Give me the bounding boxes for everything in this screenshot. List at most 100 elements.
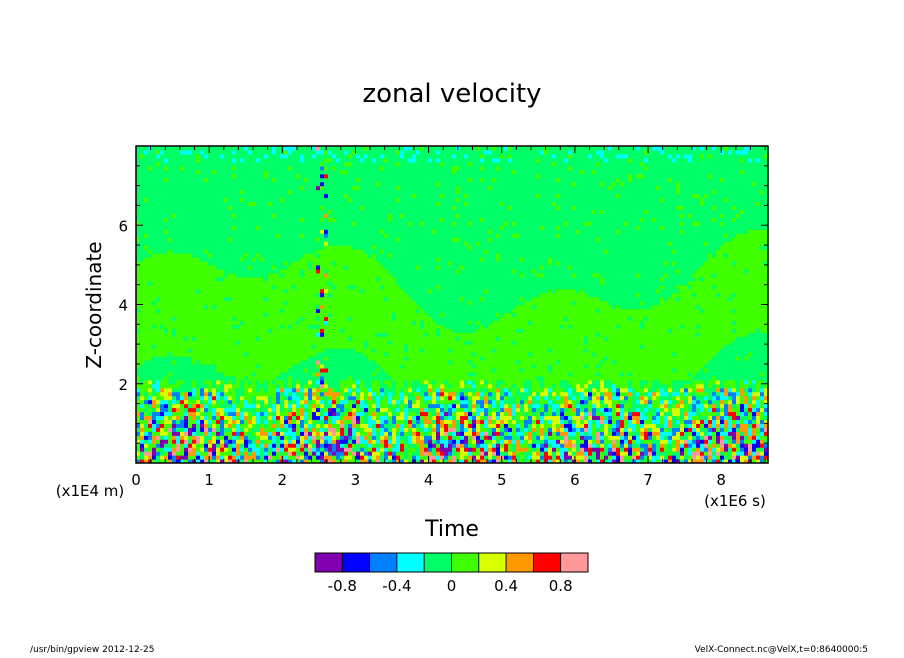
heatmap-cell	[168, 146, 173, 151]
heatmap-cell	[172, 447, 177, 452]
heatmap-cell	[336, 324, 341, 329]
heatmap-cell	[304, 245, 309, 250]
heatmap-cell	[168, 193, 173, 199]
heatmap-cell	[364, 407, 369, 413]
heatmap-cell	[232, 260, 237, 266]
heatmap-cell	[268, 173, 273, 179]
heatmap-cell	[288, 348, 293, 353]
heatmap-cell	[136, 328, 141, 333]
heatmap-cell	[328, 399, 333, 405]
heatmap-cell	[364, 363, 369, 369]
heatmap-cell	[368, 165, 373, 171]
heatmap-cell	[232, 332, 237, 337]
heatmap-cell	[136, 157, 141, 163]
heatmap-cell	[268, 161, 273, 167]
heatmap-cell	[156, 356, 161, 361]
heatmap-cell	[300, 447, 305, 452]
heatmap-cell	[232, 165, 237, 171]
heatmap-cell	[328, 439, 333, 444]
heatmap-cell	[188, 379, 193, 385]
heatmap-cell	[340, 451, 345, 456]
heatmap-cell	[368, 205, 373, 210]
heatmap-cell	[376, 292, 381, 298]
heatmap-cell	[320, 241, 325, 246]
heatmap-cell	[160, 205, 165, 210]
heatmap-cell	[304, 169, 309, 175]
heatmap-cell	[208, 356, 213, 361]
heatmap-cell	[204, 272, 209, 278]
heatmap-cell	[232, 272, 237, 278]
heatmap-cell	[264, 336, 269, 341]
heatmap-cell	[332, 252, 337, 258]
heatmap-cell	[228, 356, 233, 361]
heatmap-cell	[292, 189, 297, 195]
heatmap-cell	[248, 276, 253, 282]
heatmap-cell	[228, 153, 233, 159]
heatmap-cell	[304, 439, 309, 444]
heatmap-cell	[276, 181, 281, 187]
heatmap-cell	[300, 153, 305, 159]
heatmap-cell	[184, 213, 189, 218]
heatmap-cell	[360, 205, 365, 210]
heatmap-cell	[276, 348, 281, 353]
heatmap-cell	[256, 403, 261, 409]
heatmap-cell	[244, 427, 249, 432]
heatmap-cell	[264, 399, 269, 405]
heatmap-cell	[296, 213, 301, 218]
heatmap-cell	[256, 213, 261, 218]
heatmap-cell	[244, 304, 249, 310]
heatmap-cell	[144, 229, 149, 234]
heatmap-cell	[148, 256, 153, 262]
heatmap-cell	[220, 201, 225, 207]
heatmap-cell	[244, 177, 249, 183]
heatmap-cell	[312, 407, 317, 413]
heatmap-cell	[196, 407, 201, 413]
heatmap-cell	[272, 221, 277, 226]
heatmap-cell	[192, 201, 197, 207]
heatmap-cell	[232, 435, 237, 440]
heatmap-cell	[368, 193, 373, 199]
heatmap-cell	[144, 276, 149, 282]
heatmap-cell	[184, 399, 189, 405]
heatmap-cell	[248, 157, 253, 163]
heatmap-cell	[348, 189, 353, 195]
heatmap-cell	[340, 363, 345, 369]
heatmap-cell	[296, 205, 301, 210]
heatmap-cell	[328, 312, 333, 317]
heatmap-cell	[240, 245, 245, 250]
heatmap-cell	[188, 173, 193, 179]
heatmap-cell	[284, 340, 289, 345]
heatmap-cell	[292, 447, 297, 452]
heatmap-cell	[372, 431, 377, 436]
heatmap-cell	[232, 153, 237, 159]
heatmap-cell	[156, 387, 161, 393]
heatmap-cell	[288, 375, 293, 381]
heatmap-cell	[304, 312, 309, 317]
heatmap-cell	[164, 169, 169, 175]
heatmap-cell	[200, 340, 205, 345]
heatmap-cell	[180, 256, 185, 262]
heatmap-cell	[352, 328, 357, 333]
heatmap-cell	[192, 233, 197, 238]
heatmap-cell	[364, 304, 369, 310]
heatmap-cell	[228, 209, 233, 214]
heatmap-cell	[220, 324, 225, 329]
heatmap-cell	[140, 316, 145, 321]
chart-title: zonal velocity	[362, 79, 541, 109]
heatmap-cell	[364, 419, 369, 424]
heatmap-cell	[284, 157, 289, 163]
heatmap-cell	[176, 280, 181, 286]
heatmap-cell	[184, 189, 189, 195]
heatmap-cell	[168, 427, 173, 432]
heatmap-cell	[268, 435, 273, 440]
heatmap-cell	[384, 367, 389, 373]
heatmap-cell	[184, 359, 189, 365]
heatmap-cell	[204, 439, 209, 444]
heatmap-cell	[356, 431, 361, 436]
heatmap-cell	[324, 423, 329, 428]
heatmap-cell	[296, 165, 301, 171]
heatmap-cell	[144, 292, 149, 298]
heatmap-cell	[184, 193, 189, 199]
heatmap-cell	[176, 304, 181, 310]
heatmap-cell	[264, 383, 269, 389]
